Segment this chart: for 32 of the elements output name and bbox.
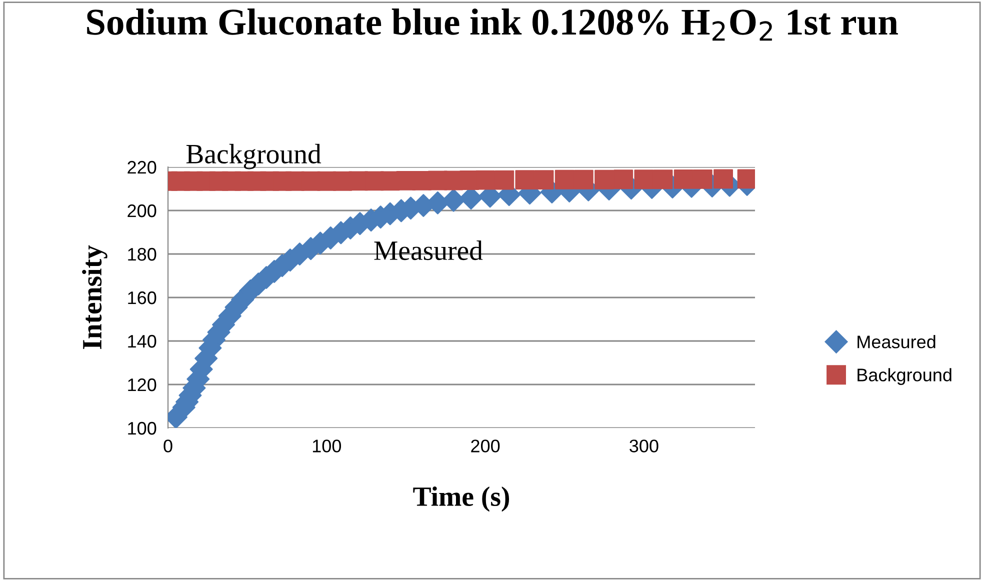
y-tick-label: 160 — [128, 291, 156, 304]
point — [674, 169, 694, 189]
annotation: Measured — [374, 240, 483, 260]
x-tick-label: 100 — [312, 440, 342, 452]
point — [634, 170, 654, 190]
point — [554, 170, 574, 190]
legend-label: Measured — [858, 335, 936, 348]
point — [494, 170, 514, 190]
point — [653, 170, 673, 190]
x-tick-label: 300 — [630, 440, 658, 452]
x-tick-label: 0 — [164, 440, 172, 452]
point — [442, 188, 466, 212]
point — [476, 170, 496, 190]
y-tick-label: 180 — [128, 248, 156, 261]
y-tick-label: 200 — [128, 204, 156, 218]
x-axis-title: Time (s) — [413, 486, 510, 512]
point — [594, 170, 614, 190]
x-tick-label: 200 — [471, 440, 500, 452]
legend-label: Background — [858, 368, 952, 385]
y-tick-label: 120 — [128, 378, 156, 392]
y-axis-title: Intensity — [82, 245, 108, 350]
point — [574, 170, 594, 190]
y-tick-label: 140 — [128, 334, 156, 348]
point — [614, 170, 634, 190]
annotation: Background — [186, 144, 322, 170]
chart-title: Sodium Gluconate blue ink 0.1208% H$_{2}$O$_{2}$ 1st run — [87, 8, 898, 41]
y-tick-label: 100 — [128, 422, 156, 435]
point — [534, 170, 554, 190]
point — [714, 169, 733, 189]
point — [692, 169, 712, 189]
point — [515, 170, 535, 190]
y-tick-label: 220 — [128, 160, 156, 174]
